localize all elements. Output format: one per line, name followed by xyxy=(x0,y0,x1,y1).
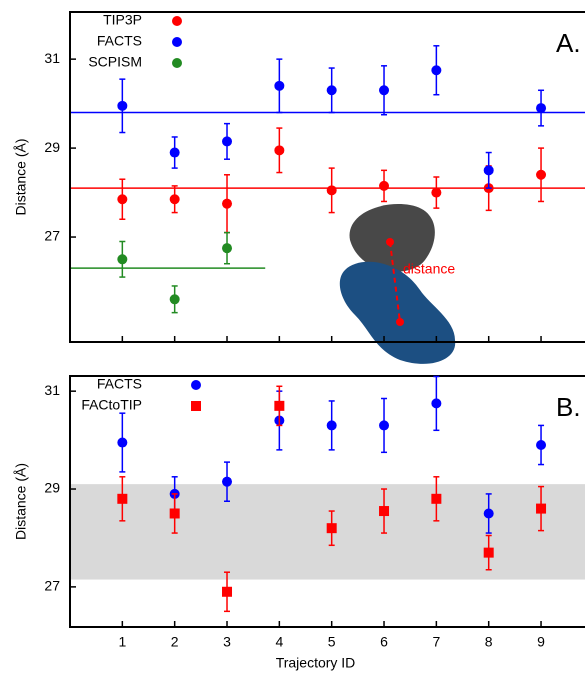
x-tick-label: 8 xyxy=(485,634,493,650)
data-point xyxy=(326,523,337,534)
y-tick-label: 27 xyxy=(44,578,60,594)
data-point xyxy=(483,547,494,558)
y-axis-label: Distance (Å) xyxy=(13,138,29,215)
data-point xyxy=(169,194,180,205)
data-point xyxy=(274,145,285,156)
data-point xyxy=(536,439,547,450)
data-point xyxy=(431,65,442,76)
data-point xyxy=(169,147,180,158)
legend-marker xyxy=(191,380,201,390)
legend-label: FACtoTIP xyxy=(81,397,142,413)
x-tick-label: 5 xyxy=(328,634,336,650)
plot-frame xyxy=(69,375,585,628)
distance-line xyxy=(389,241,401,323)
legend-marker xyxy=(172,58,182,68)
data-point xyxy=(431,398,442,409)
data-point xyxy=(483,165,494,176)
distance-end xyxy=(386,238,394,246)
legend-label: SCPISM xyxy=(88,54,142,70)
data-point xyxy=(326,85,337,96)
legend-label: FACTS xyxy=(97,33,142,49)
data-point xyxy=(222,198,233,209)
y-axis-label: Distance (Å) xyxy=(13,463,29,540)
data-point xyxy=(431,187,442,198)
data-point xyxy=(169,294,180,305)
data-point xyxy=(536,503,547,514)
x-tick-label: 1 xyxy=(118,634,126,650)
x-tick-label: 2 xyxy=(171,634,179,650)
panel-label: B. xyxy=(556,392,581,422)
data-point xyxy=(379,180,390,191)
y-tick-label: 31 xyxy=(44,382,60,398)
x-tick-label: 9 xyxy=(537,634,545,650)
data-point xyxy=(274,400,285,411)
data-point xyxy=(326,185,337,196)
x-tick-label: 3 xyxy=(223,634,231,650)
data-point xyxy=(431,493,442,504)
plot-frame xyxy=(69,11,585,343)
data-point xyxy=(536,169,547,180)
data-point xyxy=(222,476,233,487)
data-point xyxy=(117,493,128,504)
x-tick-label: 7 xyxy=(432,634,440,650)
data-point xyxy=(274,80,285,91)
data-point xyxy=(379,506,390,517)
legend-marker xyxy=(172,37,182,47)
y-tick-label: 27 xyxy=(44,228,60,244)
y-tick-label: 31 xyxy=(44,50,60,66)
data-point xyxy=(117,100,128,111)
x-tick-label: 4 xyxy=(275,634,283,650)
y-tick-label: 29 xyxy=(44,139,60,155)
data-point xyxy=(222,243,233,254)
legend-marker xyxy=(172,16,182,26)
data-point xyxy=(536,103,547,114)
distance-end xyxy=(396,318,404,326)
legend-label: TIP3P xyxy=(103,12,142,28)
data-point xyxy=(379,85,390,96)
y-tick-label: 29 xyxy=(44,480,60,496)
panel-label: A. xyxy=(556,28,581,58)
legend-label: FACTS xyxy=(97,376,142,392)
x-tick-label: 6 xyxy=(380,634,388,650)
protein-domain xyxy=(339,261,456,364)
data-point xyxy=(117,437,128,448)
data-point xyxy=(117,254,128,265)
data-point xyxy=(379,420,390,431)
data-point xyxy=(483,508,494,519)
diagram: distance xyxy=(339,204,456,364)
annotation: distance xyxy=(403,261,455,277)
protein-domain xyxy=(349,204,435,272)
data-point xyxy=(326,420,337,431)
data-point xyxy=(169,508,180,519)
data-point xyxy=(117,194,128,205)
legend-marker xyxy=(191,401,201,411)
data-point xyxy=(222,136,233,147)
data-point xyxy=(222,586,233,597)
x-axis-label: Trajectory ID xyxy=(276,655,356,671)
